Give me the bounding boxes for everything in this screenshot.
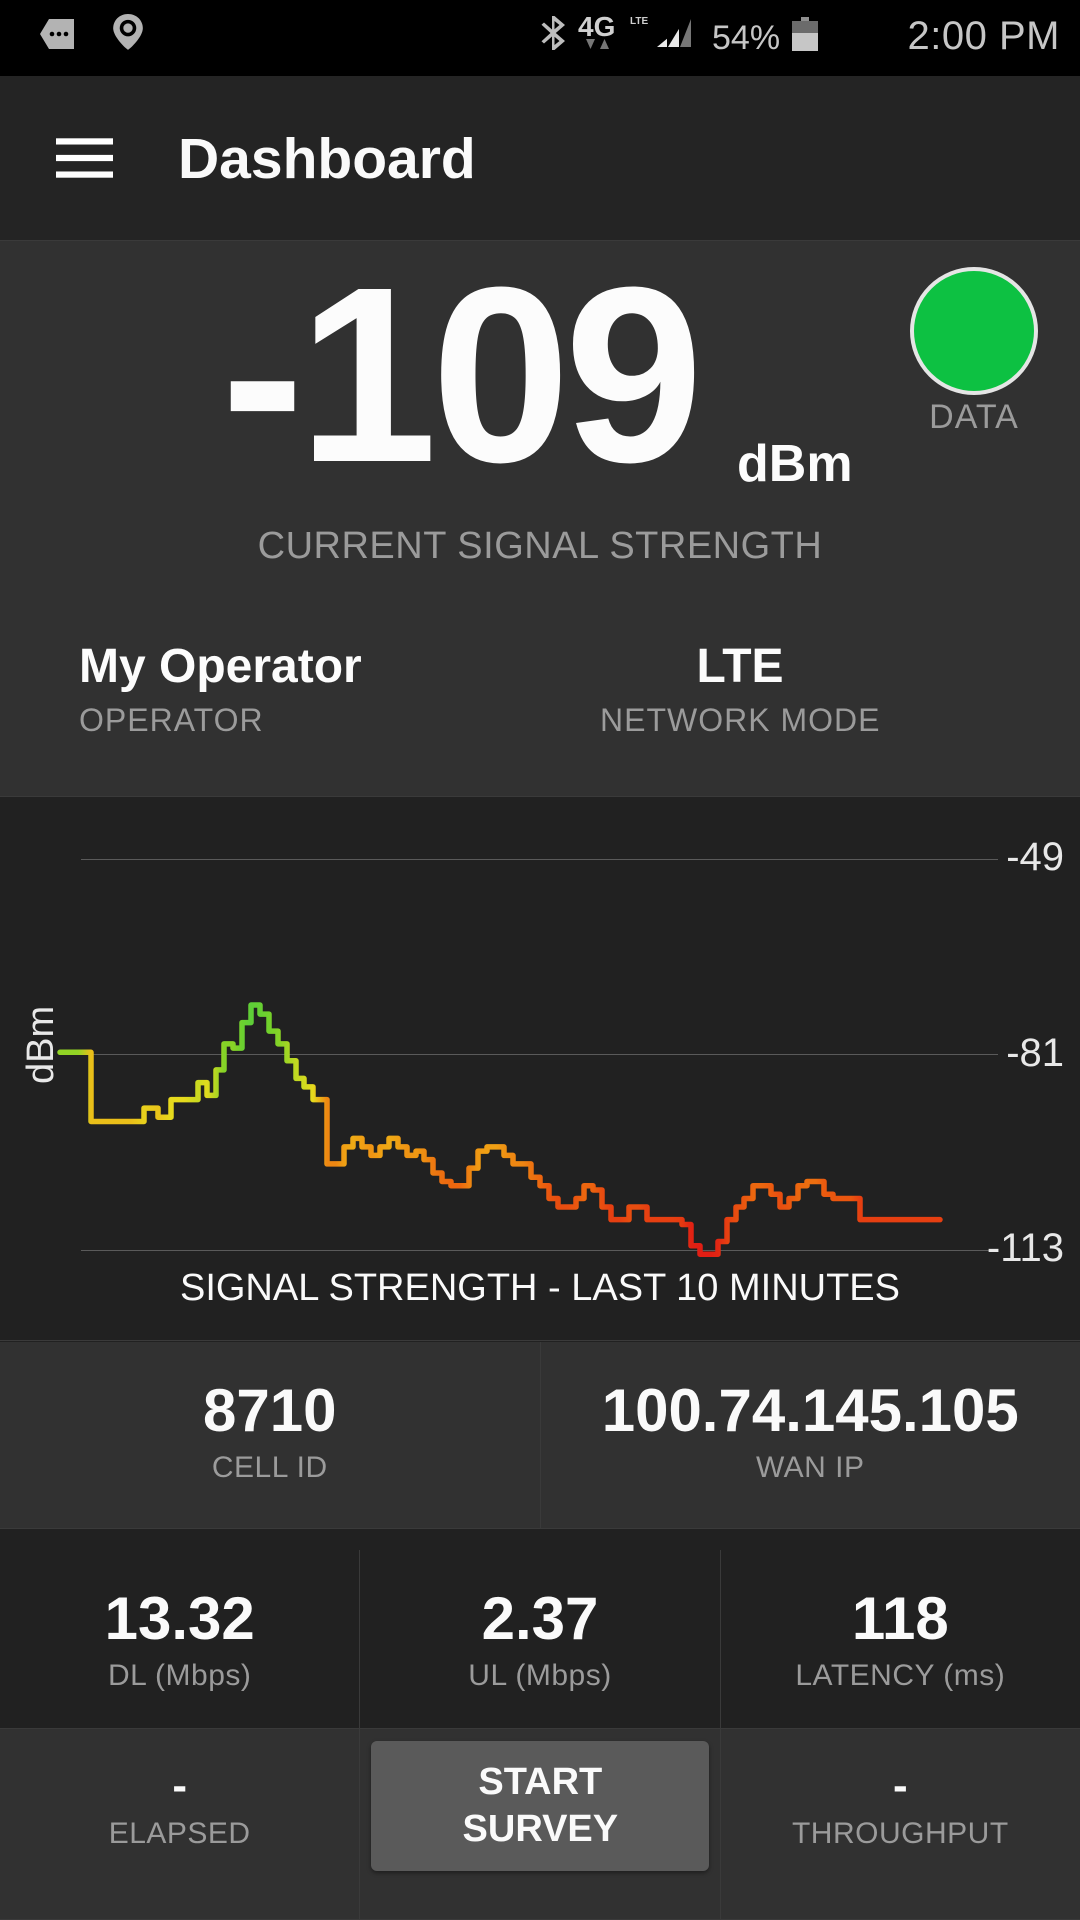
svg-text:LTE: LTE bbox=[630, 16, 648, 27]
svg-text:4G: 4G bbox=[578, 12, 615, 42]
